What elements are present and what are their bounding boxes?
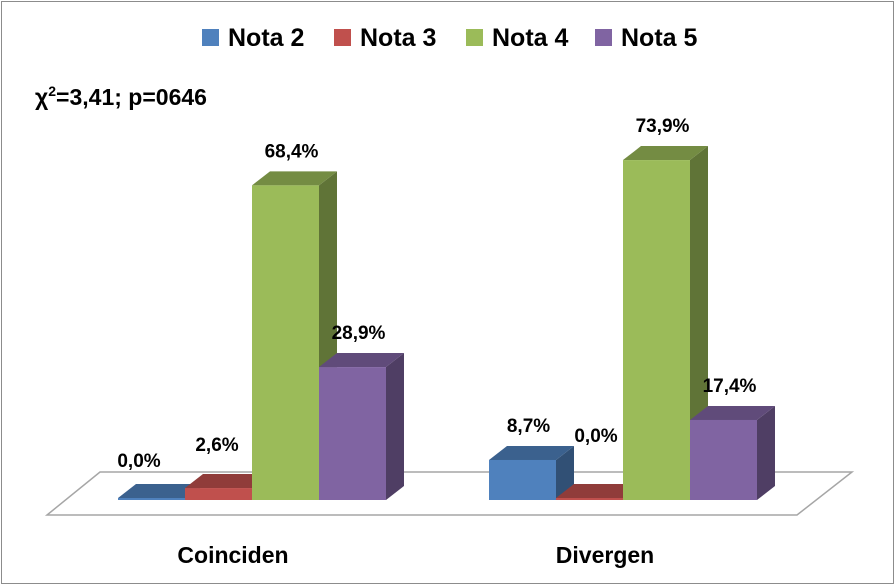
- legend-label-4: Nota 5: [621, 24, 698, 52]
- bars: [118, 146, 775, 501]
- bar-top: [489, 445, 574, 460]
- data-label: 17,4%: [703, 376, 757, 397]
- bar-side: [386, 353, 404, 500]
- bar-top: [319, 353, 404, 368]
- category-labels: Coinciden Divergen: [177, 542, 654, 568]
- data-labels: 0,0% 2,6% 68,4% 28,9% 8,7% 0,0% 73,9% 17,4%: [117, 116, 756, 472]
- bar-front: [556, 498, 623, 500]
- bar-front: [690, 419, 757, 500]
- bar-top: [185, 474, 270, 489]
- bar-front: [623, 160, 690, 500]
- data-label: 8,7%: [507, 416, 550, 437]
- legend-swatch-1: [202, 29, 219, 46]
- data-label: 73,9%: [636, 116, 690, 137]
- legend-label-3: Nota 4: [492, 24, 569, 52]
- bar-top: [252, 171, 337, 186]
- chi-symbol: χ: [35, 84, 49, 110]
- category-label-1: Coinciden: [177, 542, 288, 568]
- bar-coinciden-nota-5: [319, 353, 404, 500]
- data-label: 2,6%: [195, 435, 238, 456]
- bar-top: [556, 484, 641, 498]
- data-label: 0,0%: [574, 426, 617, 447]
- bar-front: [252, 185, 319, 501]
- chi-superscript: 2: [48, 83, 56, 99]
- bar-divergen-nota-5: [690, 405, 775, 500]
- bar-top: [118, 484, 203, 498]
- bar-divergen-nota-2: [489, 445, 574, 500]
- legend-label-1: Nota 2: [228, 24, 304, 52]
- bar-front: [489, 459, 556, 500]
- chi-square-annotation: χ2=3,41; p=0646: [35, 83, 207, 110]
- data-label: 68,4%: [265, 141, 319, 162]
- bar-side: [757, 405, 775, 500]
- chi-value: =3,41; p=0646: [56, 84, 207, 110]
- legend: Nota 2 Nota 3 Nota 4 Nota 5: [202, 24, 698, 52]
- bar-top: [690, 405, 775, 420]
- bar-side: [556, 445, 574, 500]
- legend-swatch-2: [334, 29, 351, 46]
- bar-front: [319, 367, 386, 500]
- bar-front: [185, 488, 252, 500]
- data-label: 28,9%: [332, 323, 386, 344]
- bar-top: [623, 146, 708, 161]
- legend-swatch-3: [466, 29, 483, 46]
- legend-swatch-4: [595, 29, 612, 46]
- data-label: 0,0%: [117, 451, 160, 472]
- bar-front: [118, 498, 185, 500]
- legend-label-2: Nota 3: [360, 24, 436, 52]
- category-label-2: Divergen: [556, 542, 654, 568]
